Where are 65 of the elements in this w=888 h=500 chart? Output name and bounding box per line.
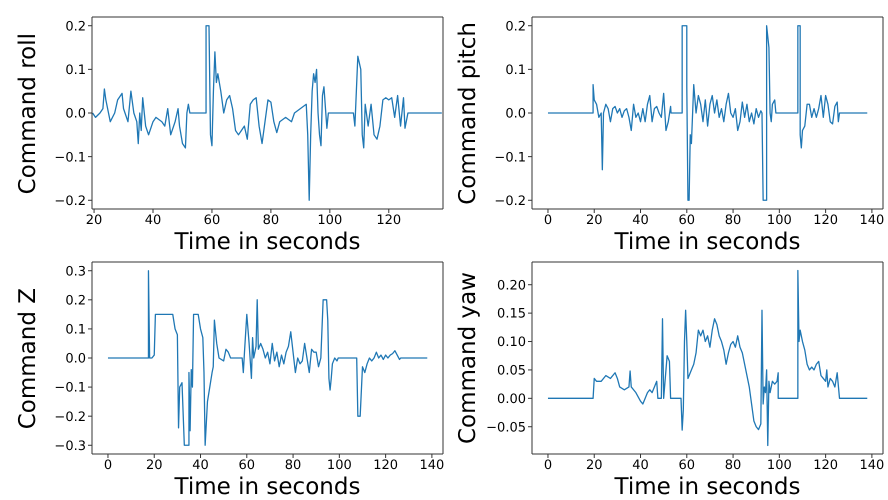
- y-tick-label: −0.05: [486, 420, 526, 436]
- y-tick-label: 0.2: [65, 293, 86, 308]
- y-tick-label: 0.0: [65, 106, 86, 122]
- x-tick-label: 40: [192, 458, 209, 474]
- y-axis-title: Command Z: [14, 288, 42, 430]
- y-tick-label: 0.10: [497, 335, 526, 350]
- x-tick-label: 80: [284, 458, 302, 474]
- y-tick-label: 0.00: [497, 392, 526, 407]
- y-tick-label: −0.1: [54, 150, 86, 166]
- x-tick-label: 60: [678, 458, 696, 474]
- x-tick-label: 100: [317, 213, 342, 228]
- y-tick-label: 0.05: [497, 364, 526, 379]
- x-tick-label: 0: [544, 213, 552, 228]
- x-tick-label: 140: [419, 458, 444, 474]
- x-axis-title: Time in seconds: [174, 474, 360, 500]
- x-tick-label: 20: [146, 458, 163, 474]
- y-tick-label: 0.15: [497, 306, 526, 322]
- line-series: [547, 270, 868, 446]
- x-tick-label: 0: [104, 458, 112, 474]
- y-tick-label: −0.1: [494, 150, 526, 166]
- y-tick-label: 0.0: [505, 106, 526, 122]
- y-tick-label: 0.1: [505, 62, 526, 78]
- x-tick-label: 60: [678, 213, 696, 228]
- y-tick-label: 0.3: [65, 264, 86, 280]
- y-tick-label: −0.2: [494, 194, 526, 209]
- y-tick-label: 0.1: [65, 322, 86, 338]
- y-tick-label: 0.1: [65, 62, 86, 78]
- x-tick-label: 140: [859, 213, 884, 228]
- y-axis-title: Command roll: [14, 32, 42, 194]
- x-tick-label: 20: [586, 213, 603, 228]
- y-tick-label: −0.3: [54, 438, 86, 454]
- x-tick-label: 120: [813, 458, 838, 474]
- x-tick-label: 120: [373, 458, 398, 474]
- y-tick-label: 0.20: [497, 278, 526, 294]
- x-tick-label: 60: [204, 213, 220, 228]
- x-tick-label: 80: [724, 458, 742, 474]
- y-tick-label: −0.1: [54, 380, 86, 396]
- x-tick-label: 100: [326, 458, 352, 474]
- x-axis-title: Time in seconds: [614, 474, 800, 500]
- x-tick-label: 20: [86, 213, 102, 228]
- y-tick-label: −0.2: [54, 410, 86, 425]
- x-tick-label: 100: [766, 458, 792, 474]
- x-tick-label: 40: [632, 213, 649, 228]
- y-tick-label: −0.2: [54, 194, 86, 209]
- x-tick-label: 120: [376, 213, 402, 228]
- line-series: [107, 270, 428, 446]
- x-tick-label: 80: [262, 213, 280, 228]
- x-tick-label: 0: [544, 458, 552, 474]
- y-tick-label: 0.2: [65, 19, 86, 34]
- y-axis-title: Command pitch: [454, 22, 482, 205]
- x-tick-label: 140: [859, 458, 884, 474]
- x-tick-label: 100: [766, 213, 792, 228]
- y-axis-title: Command yaw: [454, 272, 482, 445]
- x-tick-label: 60: [238, 458, 256, 474]
- x-tick-label: 80: [724, 213, 742, 228]
- x-tick-label: 40: [144, 213, 162, 228]
- x-tick-label: 20: [586, 458, 603, 474]
- line-series: [92, 25, 442, 201]
- x-axis-title: Time in seconds: [614, 229, 800, 255]
- y-tick-label: 0.0: [65, 352, 86, 367]
- x-tick-label: 120: [813, 213, 838, 228]
- y-tick-label: 0.2: [505, 19, 526, 34]
- line-series: [547, 25, 868, 201]
- x-axis-title: Time in seconds: [174, 229, 360, 255]
- x-tick-label: 40: [632, 458, 649, 474]
